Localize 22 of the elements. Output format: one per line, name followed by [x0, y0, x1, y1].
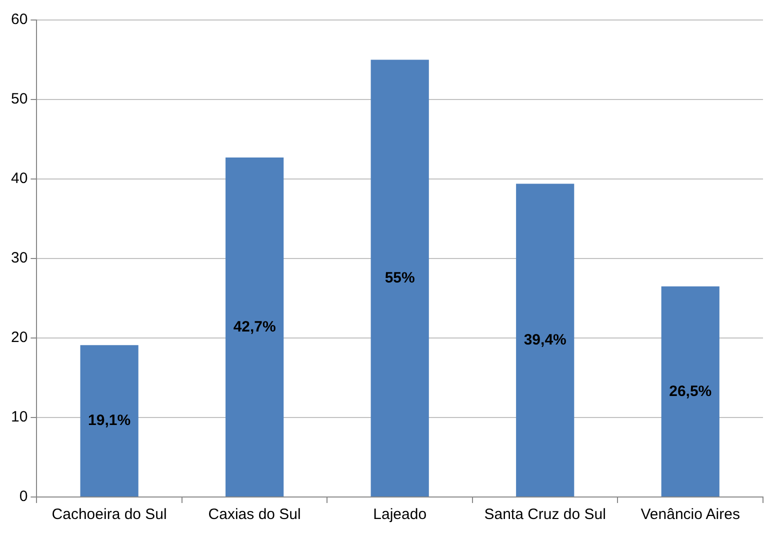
bar [370, 60, 429, 496]
bar [516, 184, 574, 496]
y-tick-label: 40 [10, 170, 28, 188]
bar [80, 345, 138, 496]
x-tick-label: Santa Cruz do Sul [484, 506, 606, 524]
x-tick-label: Lajeado [373, 506, 427, 524]
y-tick-label: 20 [10, 329, 28, 346]
data-label: 39,4% [524, 332, 566, 349]
y-tick-label: 10 [10, 408, 28, 426]
x-tick-label: Cachoeira do Sul [52, 506, 167, 524]
bar [661, 286, 720, 496]
data-label: 55% [384, 270, 415, 287]
y-tick-label: 50 [10, 90, 28, 108]
data-label: 19,1% [88, 412, 131, 430]
bar [226, 158, 284, 496]
x-tick-label: Venâncio Aires [640, 506, 740, 524]
x-tick-label: Caxias do Sul [208, 506, 301, 524]
y-tick-label: 30 [10, 250, 28, 267]
data-label: 42,7% [233, 318, 276, 336]
data-label: 26,5% [669, 382, 712, 400]
y-tick-label: 60 [10, 11, 28, 28]
y-tick-label: 0 [19, 488, 28, 506]
